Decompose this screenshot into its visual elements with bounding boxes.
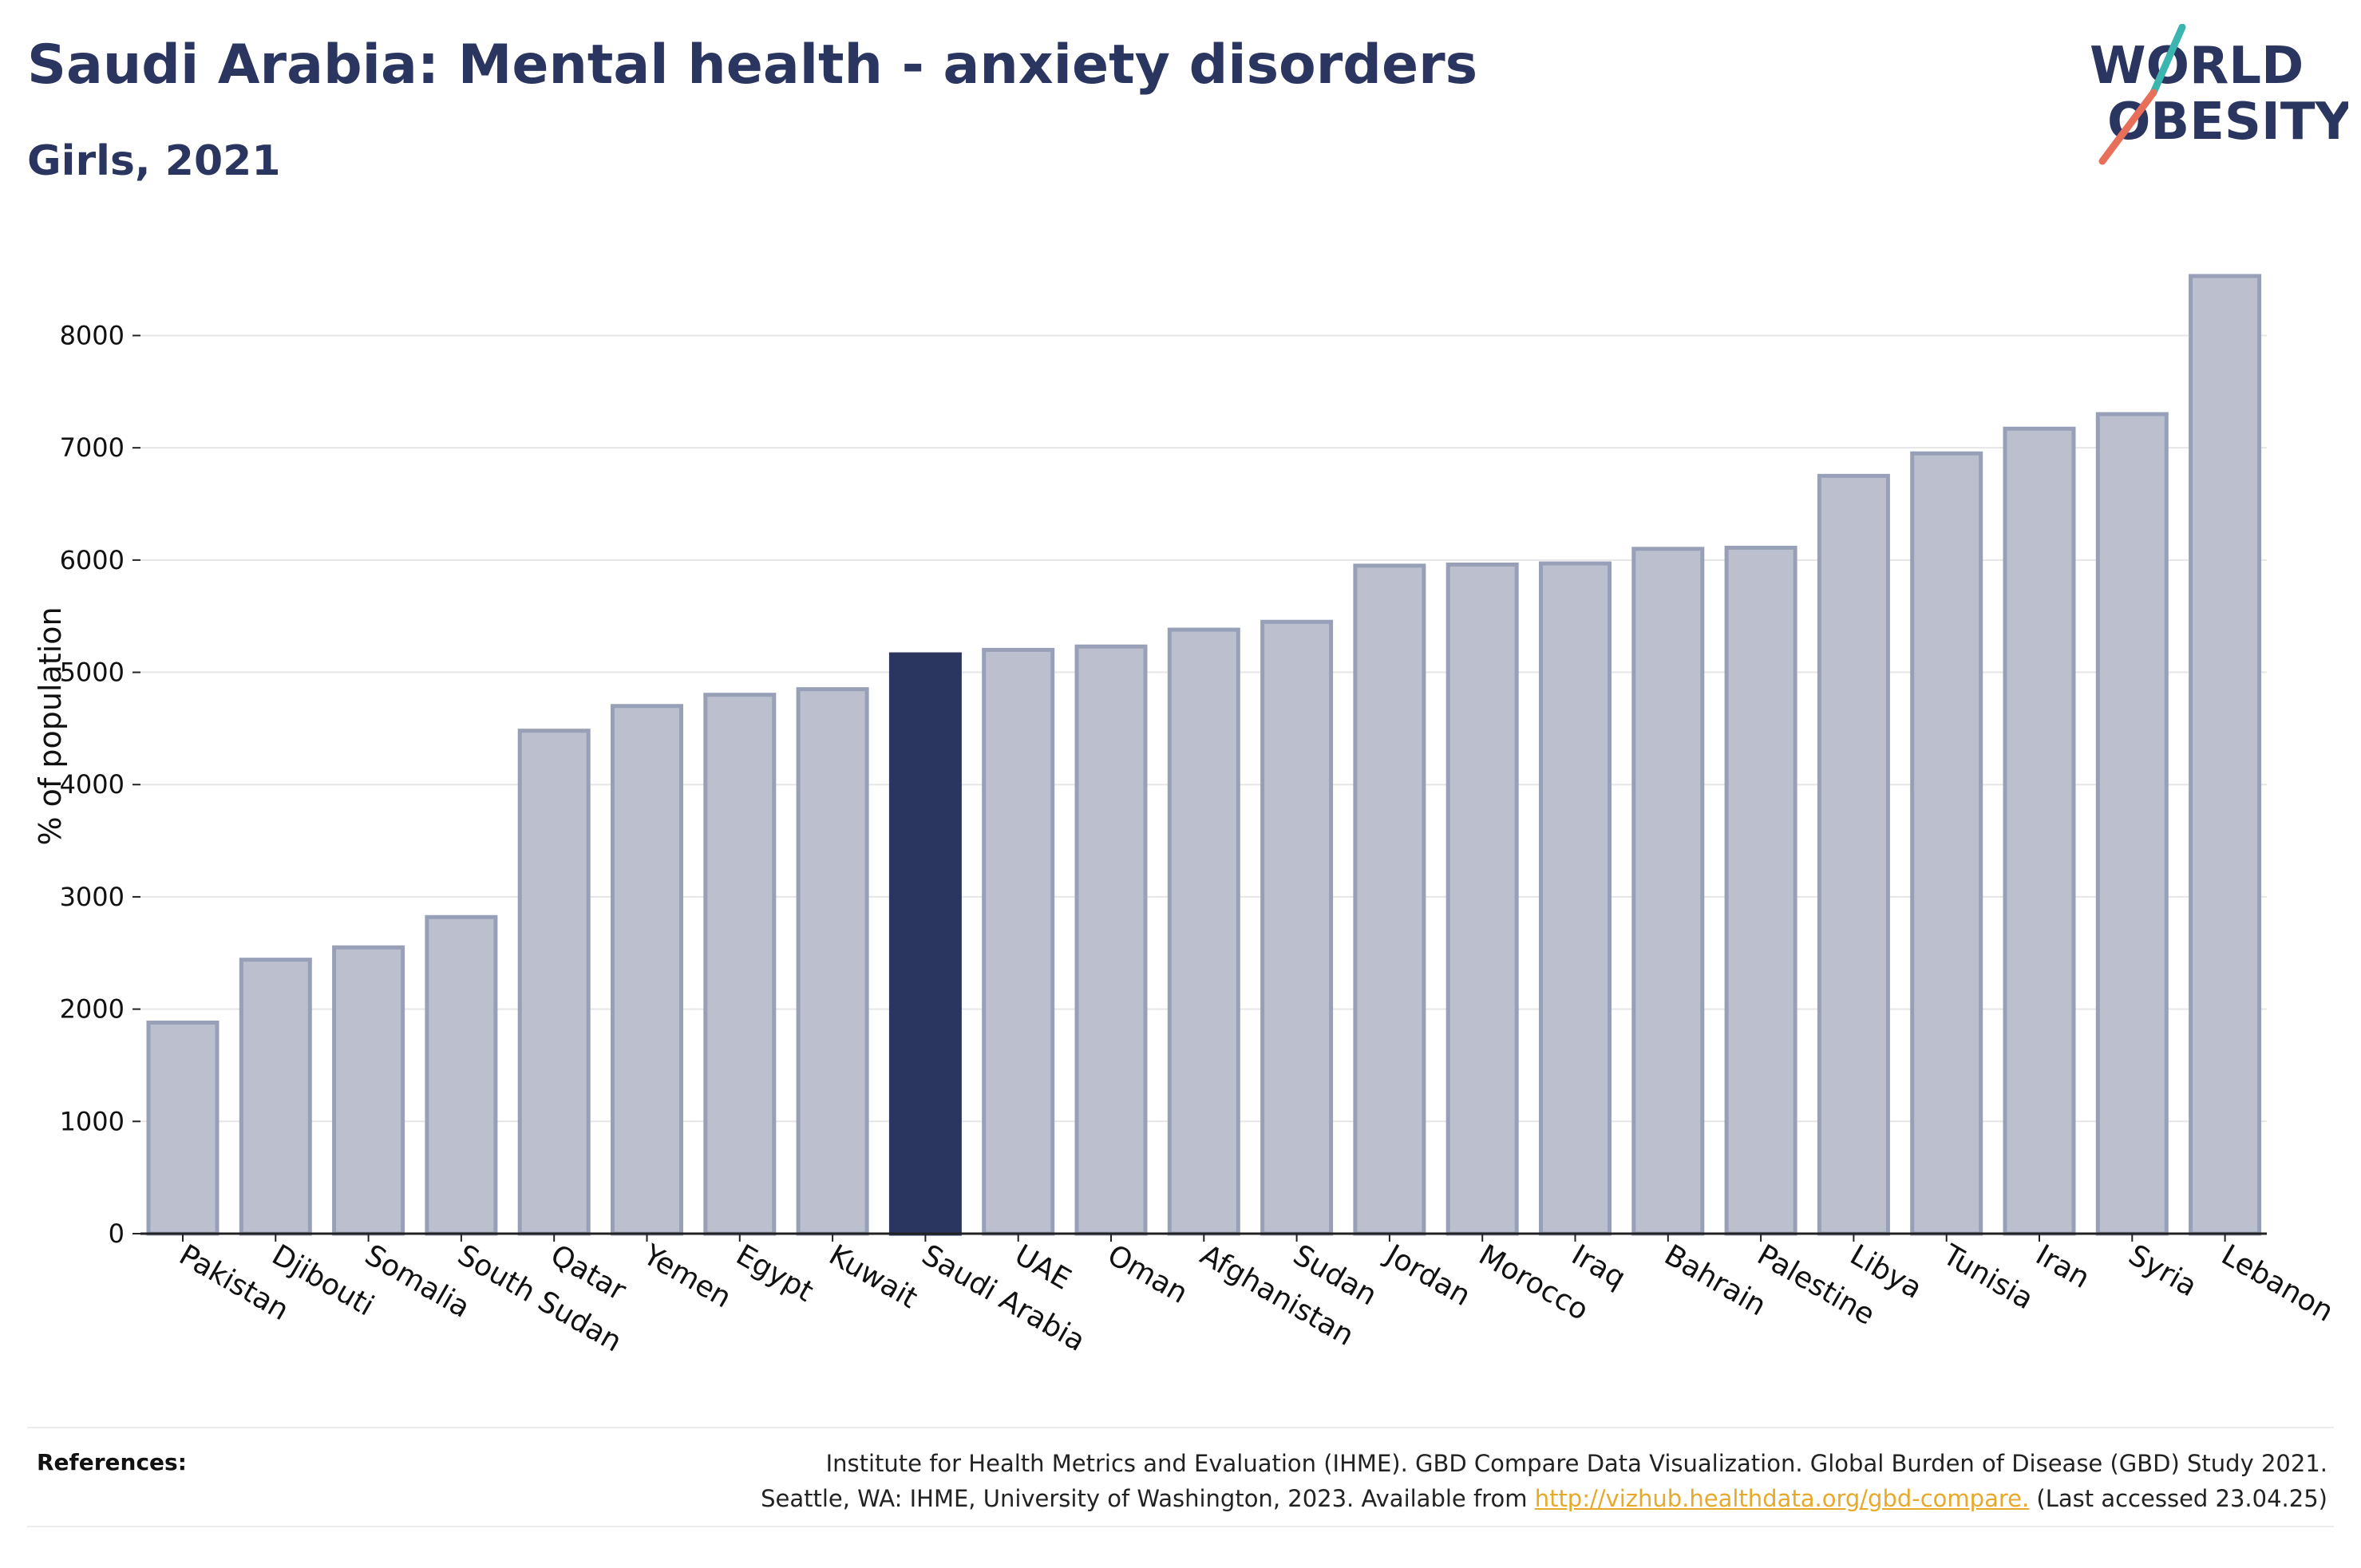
bar-egypt [703, 693, 777, 1236]
logo-slash-teal [2149, 24, 2186, 97]
references-line1: Institute for Health Metrics and Evaluat… [825, 1450, 2327, 1477]
bar-bahrain [1631, 547, 1705, 1236]
axes: 0 1000 2000 3000 4000 5000 6000 7000 8000 [60, 320, 2267, 1249]
chart-subtitle: Girls, 2021 [27, 137, 281, 185]
bar-sudan [1260, 619, 1334, 1236]
bar-oman [1074, 644, 1148, 1236]
bar-chart: 0 1000 2000 3000 4000 5000 6000 7000 8000 Pakist… [33, 274, 2339, 1359]
bar-djibouti [239, 958, 312, 1236]
y-tick-label: 2000 [60, 994, 125, 1025]
bar-iraq [1539, 561, 1612, 1236]
logo-slash-coral [2098, 89, 2157, 165]
bar-afghanistan [1167, 627, 1240, 1236]
x-tick-label: Somalia [359, 1238, 475, 1325]
references-text: Institute for Health Metrics and Evaluat… [761, 1446, 2327, 1516]
bar-iran [2003, 426, 2076, 1236]
bar-pakistan [146, 1021, 219, 1236]
x-tick-label: Saudi Arabia [916, 1238, 1090, 1358]
bar-saudi-arabia [888, 652, 962, 1236]
chart-title: Saudi Arabia: Mental health - anxiety di… [27, 34, 1478, 97]
bar-morocco [1445, 562, 1519, 1236]
references-label: References: [37, 1449, 187, 1475]
references-bottom-rule [27, 1526, 2334, 1527]
bar-uae [982, 647, 1055, 1236]
y-tick-label: 8000 [60, 320, 125, 350]
gbd-compare-link[interactable]: http://vizhub.healthdata.org/gbd-compare… [1534, 1485, 2030, 1512]
x-tick-label: Iran [2031, 1238, 2095, 1295]
bar-tunisia [1910, 451, 1983, 1236]
references-line2-suffix: (Last accessed 23.04.25) [2029, 1485, 2327, 1512]
bar-palestine [1724, 545, 1797, 1236]
bar-south-sudan [425, 914, 498, 1236]
x-tick-label: Bahrain [1659, 1238, 1771, 1322]
references-top-rule [27, 1427, 2334, 1428]
x-tick-label: Tunisia [1936, 1238, 2039, 1316]
y-tick-label: 3000 [60, 882, 125, 912]
references-line2-prefix: Seattle, WA: IHME, University of Washing… [761, 1485, 1535, 1512]
y-tick-label: 6000 [60, 545, 125, 575]
bar-libya [1817, 473, 1890, 1236]
bar-lebanon [2189, 274, 2262, 1236]
bar-yemen [611, 704, 683, 1236]
x-tick-label: Syria [2123, 1238, 2202, 1303]
y-tick-label: 5000 [60, 658, 125, 688]
y-tick-label: 4000 [60, 769, 125, 800]
y-tick-label: 1000 [60, 1106, 125, 1136]
y-tick-label: 7000 [60, 432, 125, 463]
x-tick-label: Lebanon [2216, 1238, 2339, 1329]
references-line2: Seattle, WA: IHME, University of Washing… [761, 1481, 2327, 1516]
bar-somalia [332, 945, 405, 1236]
x-tick-label: Kuwait [824, 1238, 923, 1315]
logo-line1: WORLD [2090, 37, 2304, 96]
y-tick-label: 0 [109, 1218, 125, 1249]
x-tick-label: Jordan [1379, 1238, 1476, 1313]
bar-syria [2095, 412, 2169, 1236]
x-tick-label: Egypt [730, 1238, 818, 1308]
x-tick-label: Yemen [637, 1238, 737, 1315]
x-tick-label: Oman [1102, 1238, 1193, 1310]
x-tick-label: Iraq [1566, 1238, 1631, 1295]
bars [146, 274, 2262, 1236]
bar-kuwait [796, 687, 869, 1236]
world-obesity-logo: WORLD OBESITY [2090, 24, 2348, 165]
bar-qatar [517, 729, 591, 1236]
bar-jordan [1353, 563, 1426, 1236]
y-axis-title: % of population [33, 606, 68, 845]
